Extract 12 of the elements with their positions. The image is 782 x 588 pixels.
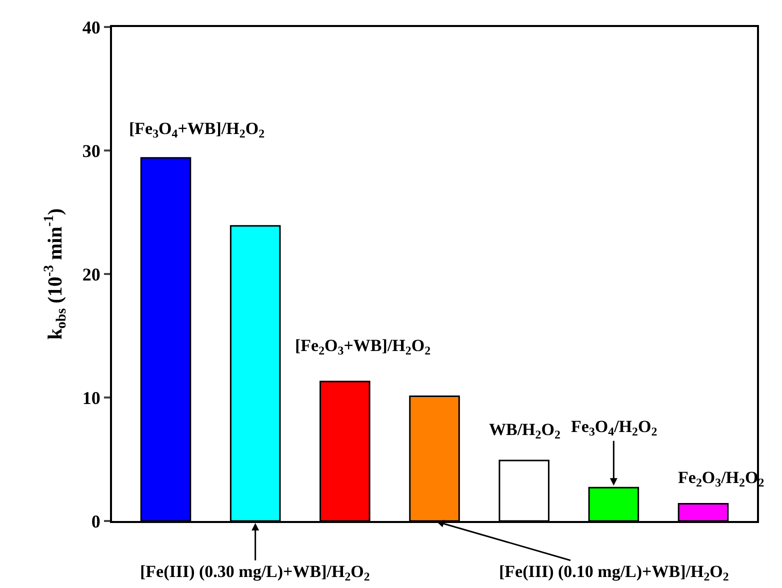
y-tick-label: 0: [91, 511, 100, 532]
annotation: [Fe$_{2}$O$_{3}$+WB]/H$_{2}$O$_{2}$: [295, 336, 431, 358]
y-tick-label: 10: [82, 388, 100, 408]
y-tick-label: 40: [82, 17, 100, 38]
annotation: Fe$_{2}$O$_{3}$/H$_{2}$O$_{2}$: [678, 468, 764, 490]
annotation: Fe$_{3}$O$_{4}$/H$_{2}$O$_{2}$: [571, 417, 658, 439]
y-tick-label: 20: [82, 264, 100, 284]
annotation: [Fe$_{3}$O$_{4}$+WB]/H$_{2}$O$_{2}$: [129, 119, 265, 141]
text: [Fe(III) (0.10 mg/L)+WB]/H$_{2}$O$_{2}$: [499, 562, 729, 584]
annotation: WB/H$_{2}$O$_{2}$: [489, 420, 560, 442]
y-tick-label: 30: [82, 140, 100, 161]
text: [Fe(III) (0.30 mg/L)+WB]/H$_{2}$O$_{2}$: [140, 562, 370, 584]
